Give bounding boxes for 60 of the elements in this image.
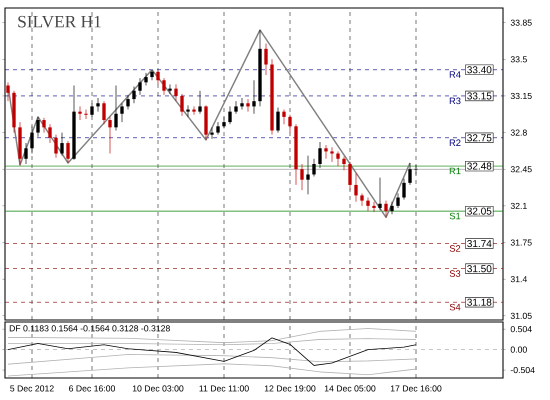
ref-line-label: S4 [450, 304, 460, 310]
x-tick-label: 14 Dec 05:00 [324, 385, 376, 392]
ref-line-label: S1 [450, 212, 460, 220]
candlestick [132, 86, 136, 104]
line-series [8, 363, 416, 376]
y-tick-label: 0.504 [510, 326, 532, 332]
chart-title: SILVER H1 [18, 16, 101, 28]
y-tick-label: 32.8 [510, 130, 527, 136]
y-tick-label: 33.85 [510, 20, 532, 26]
ref-line-label: S3 [450, 270, 460, 277]
annotation: 32.48 [467, 162, 492, 170]
annotation: 33.40 [467, 66, 492, 74]
ref-line-label: S2 [450, 245, 460, 252]
candlestick [114, 85, 118, 131]
line-series [8, 354, 416, 365]
y-tick-label: 0.00 [510, 346, 527, 353]
chart-title: DF 0.1183 0.1564 -0.1564 0.3128 -0.3128 [10, 325, 170, 332]
annotation: 31.74 [467, 240, 492, 248]
y-tick-label: -0.504 [510, 366, 535, 374]
candlestick [126, 94, 130, 110]
x-tick-label: 11 Dec 11:00 [200, 385, 249, 392]
ref-line-label: R2 [450, 139, 460, 146]
candlestick [90, 102, 94, 118]
x-tick-label: 12 Dec 19:00 [264, 385, 316, 392]
annotation: 31.50 [467, 265, 492, 272]
annotation: 32.75 [467, 134, 492, 142]
candlestick [66, 140, 70, 164]
x-tick-label: 17 Dec 16:00 [390, 385, 442, 392]
annotation: 32.05 [467, 208, 492, 215]
candlestick [108, 116, 112, 154]
candlestick [252, 80, 256, 114]
y-tick-label: 32.1 [510, 202, 527, 209]
x-tick-label: 5 Dec 2012 [10, 385, 54, 392]
candlestick [144, 72, 148, 86]
candlestick [396, 192, 400, 208]
candlestick [222, 116, 226, 129]
candlestick [282, 109, 286, 125]
y-tick-label: 33.5 [510, 56, 527, 62]
y-tick-label: 33.15 [510, 92, 532, 100]
y-tick-label: 31.05 [510, 312, 532, 319]
y-tick-label: 31.4 [510, 276, 527, 282]
y-tick-label: 32.45 [510, 166, 532, 172]
candlestick [408, 162, 412, 186]
line-series [7, 29, 411, 218]
candlestick [276, 107, 280, 133]
candlestick [366, 197, 370, 212]
ref-line-label: R3 [450, 98, 461, 104]
ref-line-label: R1 [450, 168, 460, 174]
y-tick-label: 31.75 [510, 239, 532, 246]
candlestick [6, 82, 10, 102]
candlestick [174, 84, 178, 102]
candlestick [336, 151, 340, 166]
x-tick-label: 10 Dec 03:00 [132, 385, 184, 392]
candlestick [42, 118, 46, 133]
annotation: 33.15 [467, 92, 492, 100]
candlestick [288, 114, 292, 133]
annotation: 31.18 [467, 298, 492, 306]
ref-line-label: R4 [450, 71, 461, 78]
x-tick-label: 6 Dec 16:00 [69, 385, 116, 392]
candlestick [84, 109, 88, 120]
